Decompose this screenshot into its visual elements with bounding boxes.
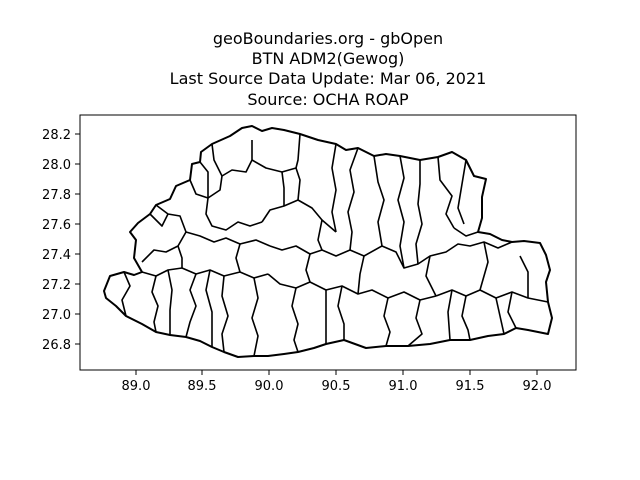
boundary-line xyxy=(235,243,241,273)
y-tick-label: 27.0 xyxy=(42,308,71,323)
y-tick-label: 28.0 xyxy=(42,158,71,173)
boundary-line xyxy=(397,155,405,269)
title-line-4: Source: OCHA ROAP xyxy=(247,90,409,109)
x-tick-labels: 89.0 89.5 90.0 90.5 91.0 91.5 92.0 xyxy=(122,379,552,394)
boundary-line xyxy=(185,231,271,247)
boundary-line xyxy=(281,171,285,206)
y-tick-label: 28.2 xyxy=(42,128,71,143)
boundary-line xyxy=(407,299,423,347)
boundary-line xyxy=(495,297,505,335)
boundary-line xyxy=(199,161,209,198)
boundary-line xyxy=(211,143,223,177)
title-line-3: Last Source Data Update: Mar 06, 2021 xyxy=(170,69,487,88)
boundary-line xyxy=(305,253,311,283)
y-tick-label: 27.6 xyxy=(42,218,71,233)
x-axis xyxy=(135,370,538,375)
boundary-line xyxy=(435,289,549,303)
boundary-line xyxy=(221,275,229,353)
y-tick-label: 27.4 xyxy=(42,248,71,263)
boundary-line xyxy=(453,227,479,237)
boundary-line xyxy=(205,269,213,347)
boundary-line xyxy=(149,213,169,227)
boundary-line xyxy=(347,147,359,251)
y-tick-labels: 28.2 28.0 27.8 27.6 27.4 27.2 27.0 26.8 xyxy=(42,128,71,353)
x-tick-label: 89.0 xyxy=(122,379,151,394)
boundary-line xyxy=(151,275,159,333)
y-tick-label: 27.2 xyxy=(42,278,71,293)
boundary-line xyxy=(185,273,197,338)
boundary-line xyxy=(251,277,259,357)
title-line-2: BTN ADM2(Gewog) xyxy=(252,49,405,68)
boundary-line xyxy=(381,241,513,269)
boundary-line xyxy=(383,297,391,347)
plot-area: 89.0 89.5 90.0 90.5 91.0 91.5 92.0 28.2 … xyxy=(42,114,577,394)
map-title: geoBoundaries.org - gbOpen BTN ADM2(Gewo… xyxy=(170,29,487,109)
boundary-line xyxy=(141,204,187,263)
x-tick-label: 89.5 xyxy=(188,379,217,394)
y-tick-label: 27.8 xyxy=(42,188,71,203)
boundary-line xyxy=(357,255,365,295)
boundary-line xyxy=(267,273,437,301)
boundary-line xyxy=(447,289,453,341)
boundary-line xyxy=(479,241,489,291)
boundary-line xyxy=(205,197,263,231)
x-tick-label: 91.0 xyxy=(389,379,418,394)
boundary-line xyxy=(291,287,299,353)
x-tick-label: 92.0 xyxy=(523,379,552,394)
x-tick-label: 90.5 xyxy=(322,379,351,394)
boundary-line xyxy=(121,271,131,317)
boundary-line xyxy=(167,269,173,335)
title-line-1: geoBoundaries.org - gbOpen xyxy=(213,29,443,48)
boundary-line xyxy=(317,219,323,251)
boundary-line xyxy=(331,143,337,233)
boundary-line xyxy=(295,133,301,169)
x-tick-label: 90.0 xyxy=(255,379,284,394)
boundary-line xyxy=(337,285,345,340)
boundary-line xyxy=(415,160,423,265)
boundary-line xyxy=(141,267,269,279)
boundary-line xyxy=(457,159,467,225)
y-tick-label: 26.8 xyxy=(42,338,71,353)
boundary-line xyxy=(177,245,183,268)
boundary-line xyxy=(251,159,301,201)
y-axis xyxy=(75,133,80,345)
boundary-line xyxy=(373,155,385,247)
internal-boundaries xyxy=(121,133,549,357)
boundary-line xyxy=(519,255,529,298)
boundary-line xyxy=(461,295,471,341)
boundary-line xyxy=(425,255,437,297)
x-tick-label: 91.5 xyxy=(456,379,485,394)
axes-frame xyxy=(79,114,577,371)
boundary-line xyxy=(507,291,517,329)
boundary-line xyxy=(437,156,455,229)
